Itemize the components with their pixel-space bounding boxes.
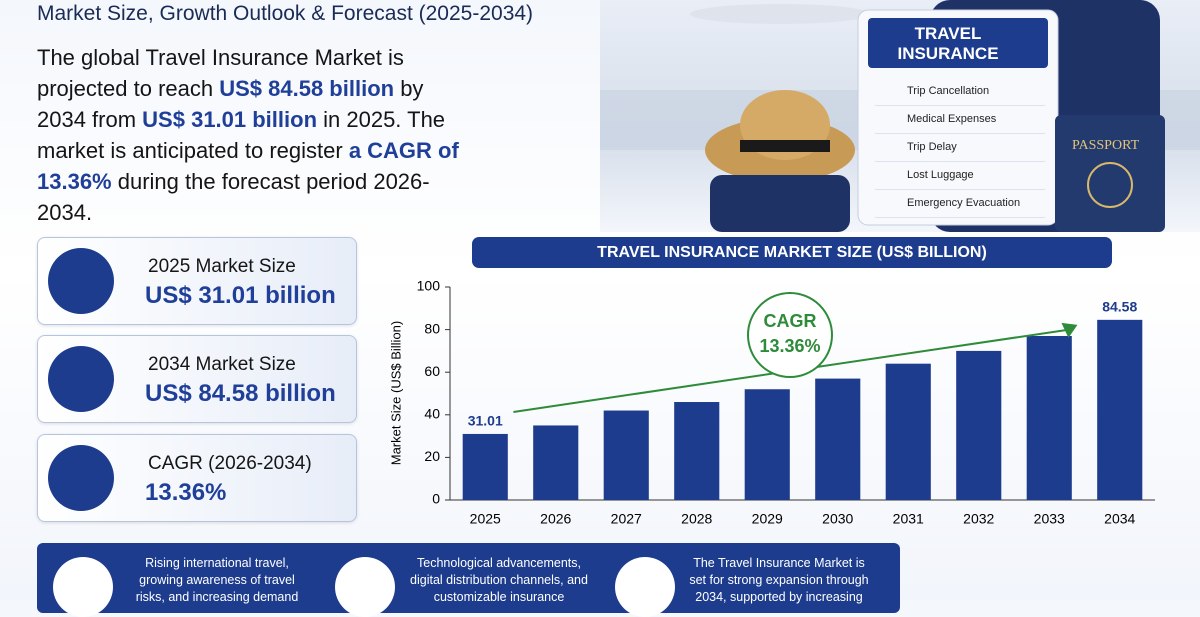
value-label: 31.01 (468, 413, 503, 429)
chart-banner (472, 237, 1112, 268)
coverage-item: Lost Luggage (875, 162, 1045, 190)
y-tick-label: 80 (424, 320, 440, 336)
stat-icon (48, 346, 114, 412)
feature-band: Rising international travel, growing awa… (37, 543, 900, 617)
stat-icon (48, 248, 114, 314)
x-tick-label: 2032 (963, 511, 994, 527)
feature-text: Rising international travel, growing awa… (135, 556, 299, 604)
feature-text: The Travel Insurance Market is set for s… (689, 556, 869, 604)
stat-card: CAGR (2026-2034) 13.36% (37, 434, 357, 522)
bar (603, 410, 649, 500)
bar (885, 363, 931, 500)
illustration (600, 0, 1200, 232)
x-tick-label: 2029 (752, 511, 783, 527)
bar (674, 402, 720, 500)
intro-highlight: US$ 84.58 billion (219, 76, 395, 101)
x-tick-label: 2034 (1104, 511, 1135, 527)
stat-value: 13.36% (145, 479, 227, 506)
stat-icon (48, 445, 114, 511)
bar (462, 433, 508, 500)
y-axis-title: Market Size (US$ Billion) (388, 321, 403, 466)
stat-value: US$ 31.01 billion (145, 282, 336, 309)
stat-label: CAGR (2026-2034) (148, 453, 312, 474)
feature-icon (335, 557, 395, 617)
y-tick-label: 20 (424, 448, 440, 464)
y-tick-label: 60 (424, 363, 440, 379)
intro-segment: by 2034 from (37, 76, 424, 132)
feature-text: Technological advancements, digital dist… (410, 556, 588, 604)
x-tick-label: 2027 (611, 511, 642, 527)
coverage-item: Trip Cancellation (875, 78, 1045, 106)
cagr-value: 13.36% (759, 336, 820, 356)
cagr-badge (747, 292, 833, 378)
x-tick-label: 2026 (540, 511, 571, 527)
x-tick-label: 2033 (1034, 511, 1065, 527)
card-title: TRAVEL INSURANCE (897, 24, 999, 63)
stat-card: 2025 Market Size US$ 31.01 billion (37, 237, 357, 325)
cagr-label: CAGR (764, 311, 817, 331)
x-tick-label: 2028 (681, 511, 712, 527)
stat-label: 2034 Market Size (148, 354, 296, 375)
intro-segment: in 2025. The market is anticipated to re… (37, 107, 446, 163)
x-tick-label: 2030 (822, 511, 853, 527)
passport-label: PASSPORT (1072, 138, 1140, 153)
intro-highlight: US$ 31.01 billion (142, 107, 318, 132)
page-title: Market Size, Growth Outlook & Forecast (… (37, 2, 534, 25)
bar (744, 389, 790, 500)
y-tick-label: 0 (432, 491, 440, 507)
intro-segment: during the forecast period 2026-2034. (37, 169, 430, 225)
bar (815, 378, 861, 500)
stat-value: US$ 84.58 billion (145, 380, 336, 407)
chart-title: TRAVEL INSURANCE MARKET SIZE (US$ BILLIO… (597, 244, 987, 261)
intro-text: The global Travel Insurance Market is pr… (37, 42, 477, 228)
intro-segment: The global Travel Insurance Market is pr… (37, 45, 404, 101)
bar (533, 425, 579, 500)
value-label: 84.58 (1102, 299, 1137, 315)
intro-highlight: a CAGR of 13.36% (37, 138, 459, 194)
stat-label: 2025 Market Size (148, 256, 296, 277)
hero-illustration: TRAVEL INSURANCE Trip Cancellation Medica… (600, 0, 1200, 232)
feature-icon (615, 557, 675, 617)
bar (956, 350, 1002, 500)
x-tick-label: 2025 (470, 511, 501, 527)
y-tick-label: 40 (424, 406, 440, 422)
coverage-list: Trip Cancellation Medical Expenses Trip De… (875, 78, 1045, 218)
y-tick-label: 100 (417, 278, 441, 294)
bar (1026, 335, 1072, 500)
coverage-item: Trip Delay (875, 134, 1045, 162)
bar-chart: TRAVEL INSURANCE MARKET SIZE (US$ BILLIO… (388, 237, 1155, 527)
feature-icon (53, 557, 113, 617)
bar (1097, 319, 1143, 500)
coverage-item: Emergency Evacuation (875, 190, 1045, 218)
arrow-head (1061, 322, 1078, 338)
stat-card: 2034 Market Size US$ 84.58 billion (37, 335, 357, 423)
x-tick-label: 2031 (893, 511, 924, 527)
coverage-item: Medical Expenses (875, 106, 1045, 134)
